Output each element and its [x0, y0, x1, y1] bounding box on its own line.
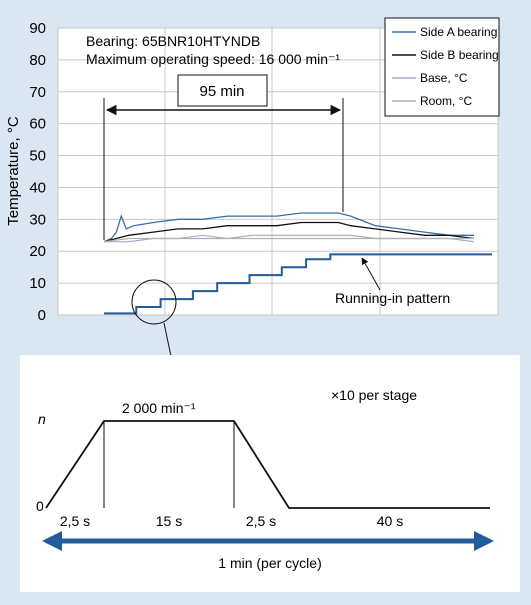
y-tick-label: 30: [29, 211, 46, 228]
cycle-label: 1 min (per cycle): [218, 555, 321, 571]
legend-entry: Room, °C: [420, 94, 472, 108]
y-axis-label: Temperature, °C: [5, 116, 22, 226]
y-tick-label: 50: [29, 148, 46, 165]
segment-label: 2,5 s: [60, 513, 90, 529]
series-line-2: [103, 221, 475, 243]
segment-labels: 2,5 s 15 s 2,5 s 40 s: [60, 513, 403, 529]
max-speed-label: Maximum operating speed: 16 000 min⁻¹: [86, 51, 340, 67]
series-lines: [103, 212, 475, 243]
temperature-chart: 0 10 20 30 40 50 60 70 80 90 Temperature, °C Bear…: [5, 17, 500, 381]
segment-label: 2,5 s: [246, 513, 276, 529]
y-tick-label: 0: [38, 307, 46, 324]
pattern-callout-line: [361, 257, 381, 291]
y-tick-label: 70: [29, 84, 46, 101]
y-tick-label: 20: [29, 243, 46, 260]
y-tick-label: 60: [29, 116, 46, 133]
y-tick-label: 40: [29, 179, 46, 196]
y-tick-label: 10: [29, 275, 46, 292]
segment-label: 15 s: [156, 513, 182, 529]
note-label: ×10 per stage: [331, 387, 417, 403]
duration-label: 95 min: [199, 83, 244, 100]
legend-entry: Base, °C: [420, 71, 468, 85]
y-tick-label: 80: [29, 52, 46, 69]
legend-entry: Side B bearing: [420, 48, 499, 62]
zero-label: 0: [36, 498, 44, 514]
y-tick-label: 90: [29, 20, 46, 37]
legend-entry: Side A bearing: [420, 25, 497, 39]
speed-label: 2 000 min⁻¹: [122, 400, 196, 416]
y-tick-labels: 0 10 20 30 40 50 60 70 80 90: [29, 20, 46, 324]
n-axis-label: n: [38, 411, 46, 427]
series-line-4: [103, 234, 474, 243]
zoom-circle: [131, 279, 177, 325]
segment-label: 40 s: [377, 513, 403, 529]
pattern-label: Running-in pattern: [335, 290, 450, 306]
legend: Side A bearing Side B bearing Base, °C Room…: [384, 17, 500, 117]
running-in-pattern-line: [104, 253, 492, 315]
duration-box: [177, 74, 268, 107]
legend-box: [384, 17, 500, 117]
bearing-label: Bearing: 65BNR10HTYNDB: [86, 33, 260, 49]
diagram-panel: [20, 355, 520, 592]
series-line-1: [103, 212, 474, 243]
